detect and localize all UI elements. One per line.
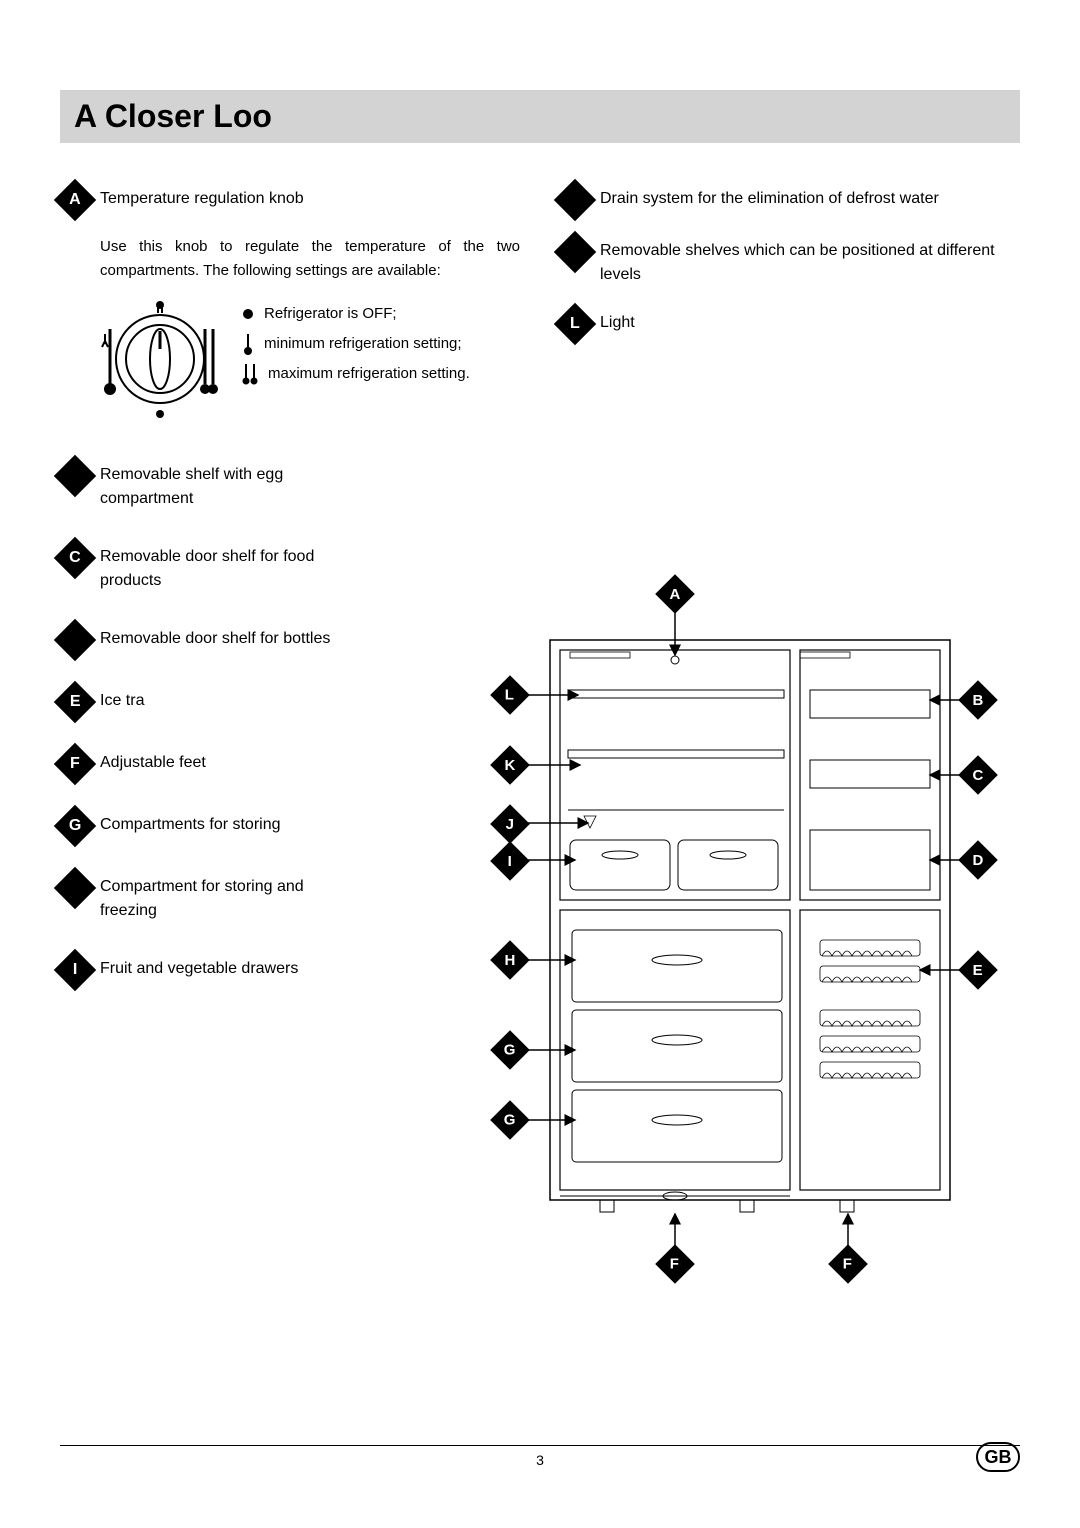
setting-off: Refrigerator is OFF; — [240, 299, 470, 329]
diamond-icon: C — [54, 537, 96, 579]
list-item-label: Compartments for storing — [100, 809, 281, 837]
list-item-label: Fruit and vegetable drawers — [100, 953, 298, 981]
item-A: A Temperature regulation knob — [60, 183, 520, 215]
setting-min: minimum refrigeration setting; — [240, 329, 470, 359]
knob-section: Refrigerator is OFF; minimum refrigerati… — [100, 299, 520, 419]
list-item-label: Removable shelf with egg compartment — [100, 459, 370, 511]
list-item: Removable shelf with egg compartment — [60, 459, 520, 511]
list-item: I Fruit and vegetable drawers — [60, 953, 520, 985]
country-badge: GB — [976, 1442, 1020, 1472]
description-A: Use this knob to regulate the temperatur… — [100, 235, 520, 283]
list-item: E Ice tra — [60, 685, 520, 717]
list-item: G Compartments for storing — [60, 809, 520, 841]
dot-icon — [240, 306, 256, 322]
list-item: F Adjustable feet — [60, 747, 520, 779]
title-bar: A Closer Loo — [60, 90, 1020, 143]
list-item: Compartment for storing and freezing — [60, 871, 520, 923]
diamond-icon: G — [54, 805, 96, 847]
knob-settings-list: Refrigerator is OFF; minimum refrigerati… — [240, 299, 470, 389]
list-item-label: Adjustable feet — [100, 747, 206, 775]
list-item: C Removable door shelf for food products — [60, 541, 520, 593]
list-item-label: Light — [600, 307, 635, 335]
diamond-icon: F — [54, 743, 96, 785]
diamond-icon — [554, 231, 596, 273]
page-footer: 3 GB — [60, 1445, 1020, 1468]
list-item-label: Removable door shelf for food products — [100, 541, 370, 593]
setting-max: maximum refrigeration setting. — [240, 359, 470, 389]
fridge-diagram: A L K J I H G G B C D E F F — [460, 560, 1020, 1280]
thermometer-max-icon — [240, 362, 260, 386]
list-item-label: Ice tra — [100, 685, 144, 713]
diamond-icon — [54, 619, 96, 661]
page-number: 3 — [536, 1452, 544, 1468]
list-item-label: Removable door shelf for bottles — [100, 623, 330, 651]
left-column: A Temperature regulation knob Use this k… — [60, 183, 520, 1015]
diamond-icon — [54, 455, 96, 497]
left-feature-list: Removable shelf with egg compartment C R… — [60, 459, 520, 985]
diamond-A: A — [54, 179, 96, 221]
knob-icon — [100, 299, 220, 419]
diamond-icon — [554, 179, 596, 221]
list-item: Removable shelves which can be positione… — [560, 235, 1020, 287]
thermometer-min-icon — [240, 332, 256, 356]
list-item-label: Drain system for the elimination of defr… — [600, 183, 939, 211]
diamond-icon: I — [54, 949, 96, 991]
list-item-label: Compartment for storing and freezing — [100, 871, 350, 923]
list-item-label: Removable shelves which can be positione… — [600, 235, 1020, 287]
list-item: L Light — [560, 307, 1020, 339]
page-title: A Closer Loo — [74, 98, 1006, 135]
fridge-svg — [460, 560, 1020, 1280]
heading-A: Temperature regulation knob — [100, 183, 304, 211]
diamond-icon — [54, 867, 96, 909]
diamond-icon: L — [554, 303, 596, 345]
list-item: Removable door shelf for bottles — [60, 623, 520, 655]
list-item: Drain system for the elimination of defr… — [560, 183, 1020, 215]
diamond-icon: E — [54, 681, 96, 723]
